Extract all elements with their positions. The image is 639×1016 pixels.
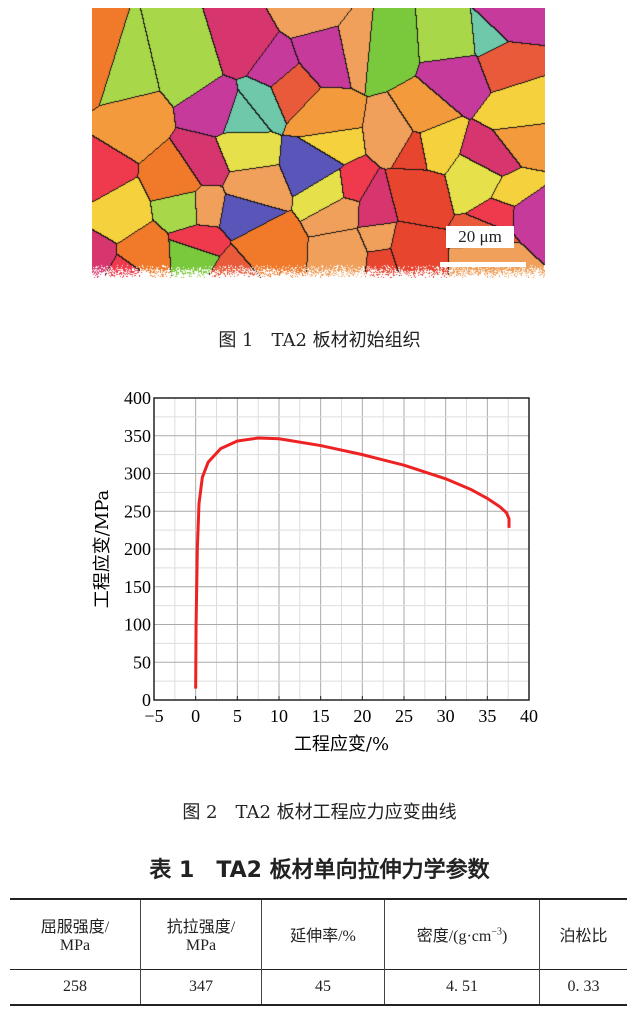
cell: 347 bbox=[140, 969, 262, 1005]
header-yield: 屈服强度/MPa bbox=[10, 899, 141, 969]
cell: 0. 33 bbox=[539, 969, 627, 1005]
y-tick-label: 150 bbox=[124, 577, 151, 597]
y-tick-label: 250 bbox=[124, 501, 151, 521]
stress-strain-curve bbox=[194, 436, 511, 689]
header-text: 密度/(g·cm bbox=[416, 928, 492, 946]
cell: 258 bbox=[63, 977, 87, 995]
stress-strain-chart: −5 0 5 10 15 20 25 30 35 400501001502002503003504… bbox=[92, 388, 538, 755]
x-tick-label: 15 bbox=[312, 706, 330, 726]
table-header-row: 屈服强度/MPa 抗拉强度/MPa 延伸率/% 密度/(g·cm−3) 泊松比 bbox=[10, 899, 627, 969]
y-tick-label: 300 bbox=[124, 464, 151, 484]
x-tick-label: 35 bbox=[478, 706, 496, 726]
header-sup: −3 bbox=[491, 926, 502, 938]
cell: 45 bbox=[261, 969, 385, 1005]
x-axis-label: 工程应变/% bbox=[294, 734, 389, 755]
table-row: 258 347 45 4. 51 0. 33 bbox=[10, 969, 627, 1005]
table-title: 表 1 TA2 板材单向拉伸力学参数 bbox=[149, 858, 490, 883]
header-unit: MPa bbox=[59, 937, 91, 955]
figure2-caption: 图 2 TA2 板材工程应力应变曲线 bbox=[182, 802, 457, 823]
plot-frame bbox=[153, 397, 530, 701]
y-tick-label: 50 bbox=[133, 652, 151, 672]
x-tick-label: 10 bbox=[270, 706, 288, 726]
y-tick-label: 200 bbox=[124, 539, 151, 559]
scale-bar-label: 20 μm bbox=[446, 226, 514, 248]
header-elongation: 延伸率/% bbox=[261, 899, 385, 969]
scale-bar bbox=[440, 262, 526, 267]
x-tick-label: 40 bbox=[520, 706, 538, 726]
header-unit: MPa bbox=[185, 937, 217, 955]
x-tick-label: 0 bbox=[191, 706, 200, 726]
y-axis-label: 工程应变/MPa bbox=[92, 489, 113, 608]
y-tick-label: 0 bbox=[142, 690, 151, 710]
x-tick-label: −5 bbox=[144, 706, 163, 726]
header-tensile: 抗拉强度/MPa bbox=[140, 899, 262, 969]
y-tick-label: 400 bbox=[124, 388, 151, 408]
header-text: ) bbox=[501, 928, 508, 946]
cell: 4. 51 bbox=[384, 969, 540, 1005]
figure1-caption: 图 1 TA2 板材初始组织 bbox=[218, 330, 421, 351]
x-tick-label: 30 bbox=[437, 706, 455, 726]
header-density: 密度/(g·cm−3) bbox=[384, 899, 540, 969]
properties-table: 屈服强度/MPa 抗拉强度/MPa 延伸率/% 密度/(g·cm−3) 泊松比 … bbox=[10, 898, 627, 1006]
header-poisson: 泊松比 bbox=[539, 899, 627, 969]
x-tick-label: 5 bbox=[233, 706, 242, 726]
y-tick-label: 100 bbox=[124, 615, 151, 635]
x-tick-label: 25 bbox=[395, 706, 413, 726]
header-text: 抗拉强度/ bbox=[166, 919, 236, 937]
header-text: 屈服强度/ bbox=[40, 919, 110, 937]
y-tick-label: 350 bbox=[124, 426, 151, 446]
x-tick-label: 20 bbox=[353, 706, 371, 726]
